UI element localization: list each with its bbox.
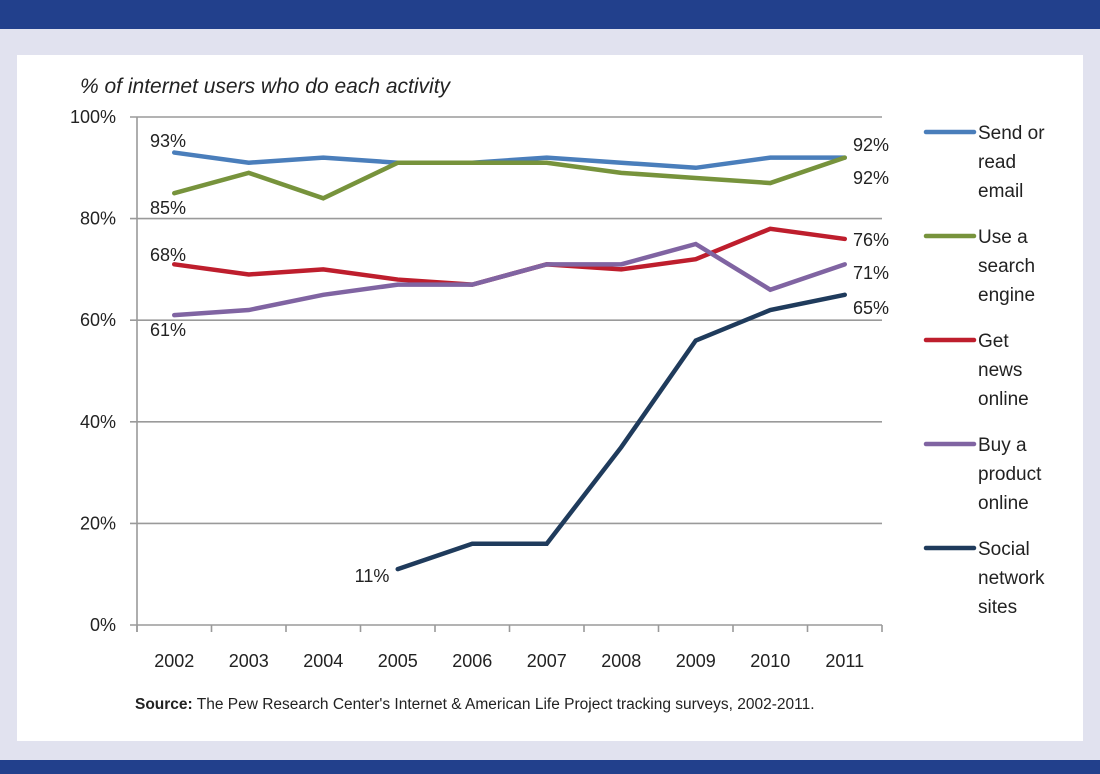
source-text: The Pew Research Center's Internet & Ame…	[193, 696, 815, 713]
x-tick-label: 2006	[452, 651, 492, 671]
end-value-label: 92%	[853, 168, 889, 188]
x-tick-label: 2004	[303, 651, 343, 671]
legend-item: Use a search engine	[923, 227, 1035, 306]
legend-label: Use a	[978, 227, 1028, 248]
end-value-label: 65%	[853, 298, 889, 318]
end-value-label: 71%	[853, 263, 889, 283]
y-tick-label: 100%	[70, 107, 116, 127]
y-tick-labels: 0% 20% 40% 60% 80% 100%	[70, 107, 116, 635]
x-tick-label: 2002	[154, 651, 194, 671]
start-value-label: 68%	[150, 245, 186, 265]
axes	[130, 117, 883, 632]
start-value-label: 93%	[150, 131, 186, 151]
bottom-banner	[0, 760, 1100, 774]
gridlines	[130, 116, 882, 525]
end-value-label: 92%	[853, 135, 889, 155]
x-tick-label: 2008	[601, 651, 641, 671]
y-tick-label: 40%	[80, 412, 116, 432]
legend-item: Get news online	[923, 331, 1029, 410]
legend-label: network	[978, 568, 1045, 589]
x-tick-label: 2009	[676, 651, 716, 671]
end-value-label: 76%	[853, 230, 889, 250]
y-axis-title: % of internet users who do each activity	[80, 75, 452, 98]
series-line	[172, 150, 847, 171]
legend-label: product	[978, 464, 1042, 485]
x-tick-label: 2003	[229, 651, 269, 671]
y-tick-label: 60%	[80, 310, 116, 330]
source-note: Source: The Pew Research Center's Intern…	[135, 696, 815, 713]
start-value-label: 11%	[355, 566, 390, 586]
legend: Send or read email Use a search engine Get news…	[923, 123, 1045, 618]
series-line	[172, 155, 847, 201]
source-label: Source:	[135, 696, 193, 713]
start-value-label: 85%	[150, 198, 186, 218]
legend-label: Get	[978, 331, 1009, 352]
x-tick-label: 2011	[825, 651, 864, 671]
legend-label: news	[978, 360, 1022, 381]
legend-label: Social	[978, 539, 1030, 560]
x-tick-labels: 2002 2003 2004 2005 2006 2007 2008 2009 2010 2011	[154, 651, 864, 671]
legend-label: sites	[978, 597, 1017, 618]
data-labels: 93% 92% 85% 92% 68% 76% 61% 71% 11% 65%	[150, 131, 889, 586]
legend-label: search	[978, 256, 1035, 277]
x-tick-label: 2007	[527, 651, 567, 671]
series-lines	[172, 150, 847, 572]
top-banner	[0, 0, 1100, 29]
legend-label: online	[978, 389, 1029, 410]
y-tick-label: 0%	[90, 615, 116, 635]
x-tick-label: 2010	[750, 651, 790, 671]
legend-label: engine	[978, 285, 1035, 306]
legend-label: Buy a	[978, 435, 1027, 456]
legend-label: Send or	[978, 123, 1045, 144]
legend-item: Buy a product online	[923, 435, 1042, 514]
legend-label: online	[978, 493, 1029, 514]
chart-panel	[17, 55, 1083, 741]
start-value-label: 61%	[150, 320, 186, 340]
legend-label: read	[978, 152, 1016, 173]
legend-item: Send or read email	[923, 123, 1045, 202]
y-tick-label: 80%	[80, 209, 116, 229]
y-tick-label: 20%	[80, 513, 116, 533]
series-line	[172, 241, 847, 318]
series-line	[395, 292, 847, 572]
legend-item: Social network sites	[923, 539, 1045, 618]
legend-label: email	[978, 181, 1023, 202]
x-tick-label: 2005	[378, 651, 418, 671]
